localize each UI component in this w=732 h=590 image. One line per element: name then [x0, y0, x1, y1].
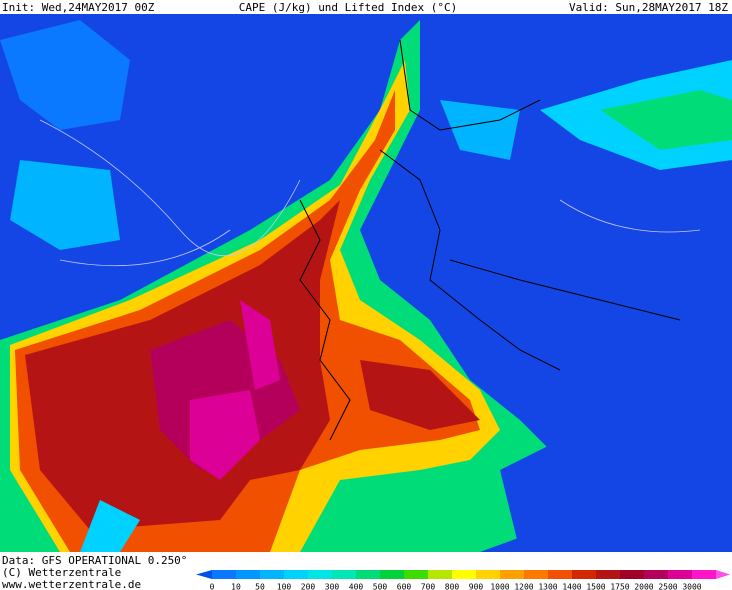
map [0, 14, 732, 552]
legend-swatch [308, 570, 333, 579]
map-title: CAPE (J/kg) und Lifted Index (°C) [239, 1, 458, 14]
cape-area [240, 300, 280, 390]
legend-label: 900 [469, 583, 484, 590]
border [299, 39, 681, 441]
legend-swatch [404, 570, 429, 579]
legend-swatch [620, 570, 645, 579]
legend-swatch [644, 570, 669, 579]
legend-label: 400 [349, 583, 364, 590]
legend-swatch [668, 570, 693, 579]
cape-area [190, 390, 260, 480]
legend-label: 0 [210, 583, 215, 590]
legend-swatch [452, 570, 477, 579]
legend-low-end [196, 570, 212, 579]
legend-swatch [332, 570, 357, 579]
legend-swatch [356, 570, 381, 579]
legend-swatch [260, 570, 285, 579]
legend-label: 2000 [634, 583, 653, 590]
legend-label: 100 [277, 583, 292, 590]
cape-area [0, 20, 130, 130]
legend-label: 1400 [562, 583, 581, 590]
url: www.wetterzentrale.de [2, 578, 141, 590]
legend-swatch [692, 570, 717, 579]
legend-swatch [212, 570, 237, 579]
legend-high-end [716, 570, 730, 579]
legend: 0 10 50 100 200 300 400 500 600 700 800 900 1000 1200… [196, 570, 730, 590]
legend-swatch [380, 570, 405, 579]
legend-label: 300 [325, 583, 340, 590]
legend-label: 1000 [490, 583, 509, 590]
cape-area [500, 440, 732, 552]
legend-label: 1750 [610, 583, 629, 590]
legend-label: 800 [445, 583, 460, 590]
init-label: Init: Wed,24MAY2017 00Z [2, 1, 155, 14]
cape-area [600, 90, 732, 150]
legend-label: 500 [373, 583, 388, 590]
isoline [39, 119, 701, 267]
legend-label: 200 [301, 583, 316, 590]
legend-label: 1500 [586, 583, 605, 590]
legend-swatch [524, 570, 549, 579]
legend-swatch [500, 570, 525, 579]
legend-label: 700 [421, 583, 436, 590]
legend-swatch [596, 570, 621, 579]
legend-label: 600 [397, 583, 412, 590]
cape-area [440, 100, 520, 160]
cape-area [10, 160, 120, 250]
legend-swatch [236, 570, 261, 579]
legend-label: 3000 [682, 583, 701, 590]
legend-swatch [284, 570, 309, 579]
copyright: (C) Wetterzentrale [2, 566, 121, 579]
legend-swatch [572, 570, 597, 579]
legend-swatch [428, 570, 453, 579]
cape-area [80, 500, 140, 552]
legend-swatch [476, 570, 501, 579]
legend-swatch [548, 570, 573, 579]
legend-label: 1300 [538, 583, 557, 590]
legend-label: 50 [255, 583, 265, 590]
data-source: Data: GFS OPERATIONAL 0.250° [2, 554, 187, 567]
legend-label: 2500 [658, 583, 677, 590]
valid-label: Valid: Sun,28MAY2017 18Z [569, 1, 728, 14]
legend-label: 10 [231, 583, 241, 590]
legend-label: 1200 [514, 583, 533, 590]
cape-area [360, 360, 480, 430]
